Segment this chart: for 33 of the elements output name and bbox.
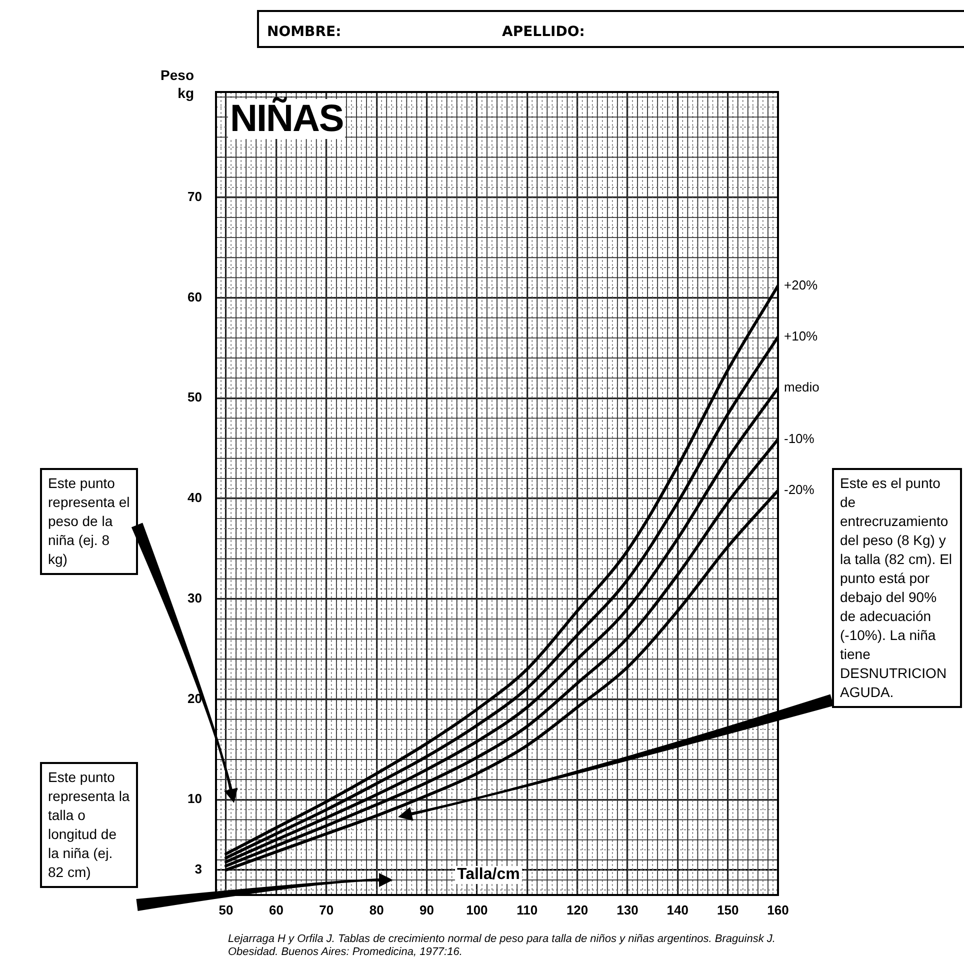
y-tick-label: 40 <box>188 490 202 506</box>
x-tick-label: 150 <box>716 902 739 918</box>
y-tick-label: 30 <box>188 590 202 606</box>
x-tick-label: 60 <box>268 902 284 918</box>
x-tick-label: 160 <box>767 902 789 918</box>
y-tick-label: 20 <box>188 690 202 706</box>
y-tick-label: 70 <box>188 188 202 204</box>
name-form-field: NOMBRE: APELLIDO: <box>257 10 964 48</box>
chart-title: NIÑAS <box>228 98 346 140</box>
y-tick-label: 60 <box>188 289 202 304</box>
series-label: -10% <box>784 430 815 446</box>
text: Este punto representa el peso de la niña (ej. 8 kg) <box>40 468 138 575</box>
x-tick-label: 130 <box>616 902 638 918</box>
x-tick-label: 120 <box>566 902 588 918</box>
series-label: medio <box>784 380 820 395</box>
text: Lejarraga H y Orfila J. Tablas de crecimiento normal de peso para talla de niños y niñas argentinos. Braguinsk J. Obesidad. Buenos Aires: Promedicina, 1977:16. <box>228 933 776 959</box>
y-tick-label: 10 <box>188 791 202 806</box>
text: Este punto representa la talla o longitud de la niña (ej. 82 cm) <box>40 762 138 888</box>
series-label: +20% <box>784 277 818 292</box>
x-axis-title: Talla/cm <box>455 866 522 884</box>
y-tick-label: 3 <box>194 861 202 876</box>
x-tick-label: 110 <box>516 902 538 918</box>
series-label: +10% <box>784 328 818 344</box>
x-tick-label: 100 <box>466 902 488 918</box>
x-tick-label: 90 <box>420 902 434 918</box>
text: Este es el punto de entrecruzamiento del peso (8 Kg) y la talla (82 cm). El punto está por debajo del 90% de adecuación (-10%). La niña tiene DESNUTRICION AGUDA. <box>840 475 952 700</box>
series-label: -20% <box>784 482 815 498</box>
y-axis-title: Peso kg <box>160 66 194 102</box>
x-tick-label: 70 <box>319 902 334 918</box>
x-tick-label: 50 <box>218 902 234 918</box>
x-tick-label: 140 <box>666 902 688 918</box>
x-tick-label: 80 <box>369 902 384 918</box>
y-tick-label: 50 <box>188 390 202 405</box>
